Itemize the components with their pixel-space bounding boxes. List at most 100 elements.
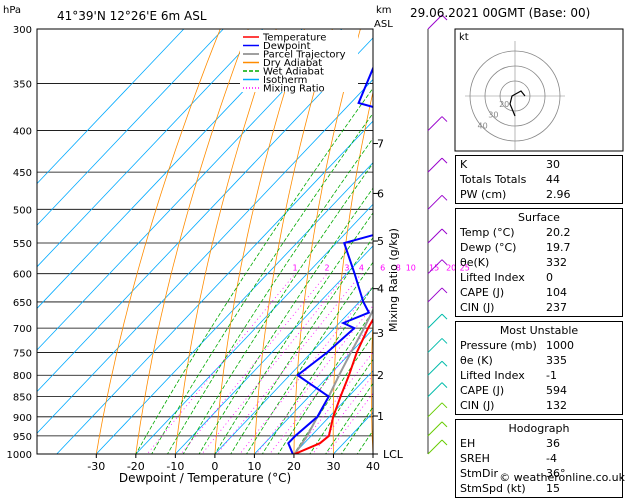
wind-barb: [441, 228, 448, 235]
isotherm: [214, 286, 373, 454]
mixing-ratio-line: [312, 374, 373, 454]
x-tick-label: 0: [211, 460, 218, 473]
wet-adiabat: [151, 112, 373, 454]
hodograph-trace: [509, 90, 526, 117]
stat-label: CIN (J): [460, 399, 495, 412]
wind-barb: [427, 287, 443, 303]
wind-barb: [427, 157, 443, 173]
mixing-ratio-line: [255, 305, 373, 454]
mixing-ratio-label: 10: [406, 264, 416, 273]
km-unit: km: [376, 5, 392, 16]
mixing-ratio-label: 2: [325, 264, 330, 273]
k-label: K: [460, 158, 468, 171]
wet-adiabat: [182, 162, 373, 454]
stat-value: 332: [546, 256, 567, 269]
wind-barb: [441, 439, 448, 446]
km-tick-label: 4: [377, 283, 384, 296]
wind-barb: [427, 338, 443, 353]
isotherm: [135, 203, 373, 454]
isotherm: [253, 328, 373, 454]
x-tick-label: 10: [247, 460, 261, 473]
x-tick-label: 20: [287, 460, 301, 473]
pressure-tick-label: 400: [13, 127, 32, 138]
unstable-title: Most Unstable: [499, 324, 579, 337]
isotherm: [174, 245, 373, 454]
dry-adiabat: [408, 29, 444, 471]
stat-value: -4: [546, 452, 557, 465]
wind-barb: [441, 194, 448, 201]
stat-label: StmDir: [460, 467, 499, 480]
mixing-ratio-line: [216, 273, 362, 454]
wind-barb: [441, 382, 448, 388]
km-tick-label: 2: [377, 369, 384, 382]
wind-barb: [441, 14, 448, 21]
pressure-tick-label: 950: [13, 432, 32, 443]
km-tick-label: 7: [377, 138, 384, 151]
dry-adiabat: [135, 29, 249, 454]
wind-barbs: [427, 14, 448, 455]
legend-label: Parcel Trajectory: [263, 50, 346, 61]
x-axis-label: Dewpoint / Temperature (°C): [119, 471, 291, 485]
pressure-tick-label: 550: [13, 239, 32, 250]
k-value: 30: [546, 158, 560, 171]
stat-label: Lifted Index: [460, 369, 525, 382]
surface-title: Surface: [518, 211, 560, 224]
pressure-tick-label: 650: [13, 298, 32, 309]
wind-barb: [427, 194, 443, 210]
wet-adiabat: [198, 187, 373, 454]
dry-adiabat: [370, 313, 373, 454]
wind-barb: [441, 402, 448, 409]
pressure-tick-label: 850: [13, 393, 32, 404]
stat-label: Lifted Index: [460, 271, 525, 284]
temperature-line: [294, 317, 373, 454]
unstable-box: Most Unstable Pressure (mb) 1000 θe (K) 33…: [455, 321, 623, 415]
wind-barb: [427, 116, 443, 131]
isotherm: [37, 29, 303, 309]
location-label: 41°39'N 12°26'E 6m ASL: [57, 9, 207, 23]
pressure-tick-label: 300: [13, 25, 32, 36]
stat-value: 237: [546, 301, 567, 314]
stat-label: CAPE (J): [460, 384, 505, 397]
wind-barb: [441, 287, 448, 294]
dry-adiabat: [293, 29, 361, 454]
mixing-ratio-label: 20: [446, 264, 456, 273]
wind-barb: [427, 402, 443, 418]
wind-barb: [441, 421, 448, 428]
pw-label: PW (cm): [460, 188, 507, 201]
pressure-tick-label: 700: [13, 324, 32, 335]
stat-value: 335: [546, 354, 567, 367]
x-tick-label: -30: [87, 460, 105, 473]
legend-label: Isotherm: [263, 75, 307, 86]
km-tick-label: 5: [377, 235, 384, 248]
stat-value: 19.7: [546, 241, 571, 254]
x-tick-label: -20: [127, 460, 145, 473]
isotherm: [293, 370, 373, 454]
stat-value: 1000: [546, 339, 574, 352]
pressure-tick-label: 350: [13, 79, 32, 90]
tt-label: Totals Totals: [460, 173, 527, 186]
legend-label: Dry Adiabat: [263, 58, 322, 69]
pressure-tick-label: 800: [13, 371, 32, 382]
isotherm: [37, 29, 264, 268]
wind-barb: [441, 360, 448, 367]
stat-label: CIN (J): [460, 301, 495, 314]
stat-label: Pressure (mb): [460, 339, 537, 352]
stat-value: -1: [546, 369, 557, 382]
hodograph-unit: kt: [459, 32, 469, 43]
km-tick-label: 3: [377, 327, 384, 340]
wet-adiabat: [166, 137, 373, 454]
wet-adiabat: [261, 286, 373, 454]
stat-label: Dewp (°C): [460, 241, 517, 254]
mixing-ratio-label: 6: [380, 264, 385, 273]
isotherm: [37, 29, 185, 185]
stat-value: 132: [546, 399, 567, 412]
mixing-ratio-axis-label: Mixing Ratio (g/kg): [387, 228, 400, 332]
wind-barb: [441, 338, 448, 344]
stat-value: 104: [546, 286, 567, 299]
dry-adiabat: [214, 29, 305, 454]
pressure-tick-label: 500: [13, 205, 32, 216]
legend-label: Mixing Ratio: [263, 84, 325, 95]
stat-label: Temp (°C): [460, 226, 515, 239]
pw-value: 2.96: [546, 188, 571, 201]
